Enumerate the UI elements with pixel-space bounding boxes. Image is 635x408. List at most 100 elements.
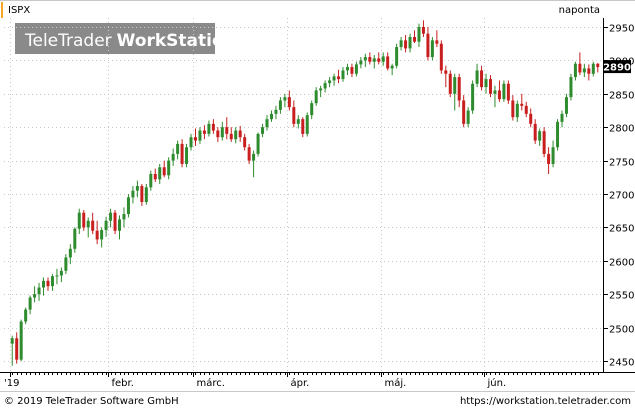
candle-body bbox=[144, 187, 148, 203]
y-tick-label: 2950 bbox=[609, 24, 634, 35]
candle bbox=[269, 110, 273, 122]
website-link[interactable]: https://workstation.teletrader.com bbox=[460, 396, 631, 407]
candle bbox=[193, 128, 197, 146]
candle bbox=[488, 75, 492, 98]
candle-body bbox=[252, 153, 256, 161]
candle-body bbox=[95, 230, 99, 240]
x-tick-label: '19 bbox=[4, 378, 19, 389]
candle-body bbox=[153, 173, 157, 180]
candle bbox=[100, 227, 104, 248]
accent-bar bbox=[1, 2, 3, 18]
candle-body bbox=[506, 83, 510, 101]
candle bbox=[189, 133, 193, 151]
candle-body bbox=[502, 83, 506, 100]
x-axis-ticks: '19 febr. márc. ápr. máj. jún. bbox=[4, 372, 599, 389]
candle-body bbox=[332, 76, 336, 81]
candle bbox=[444, 65, 448, 88]
candle-body bbox=[493, 90, 497, 94]
candle bbox=[86, 217, 90, 238]
y-tick-label: 2850 bbox=[609, 91, 634, 102]
x-tick-label: jún. bbox=[487, 377, 507, 389]
candle-body bbox=[480, 70, 484, 88]
candle bbox=[430, 37, 434, 61]
candle bbox=[46, 277, 50, 291]
candle-body bbox=[167, 160, 171, 176]
candle bbox=[91, 212, 95, 235]
candle-body bbox=[515, 103, 519, 118]
candle bbox=[234, 127, 238, 144]
y-tick-label: 2600 bbox=[609, 258, 634, 269]
candle bbox=[395, 43, 399, 69]
candle bbox=[135, 180, 139, 198]
candle bbox=[341, 67, 345, 82]
y-tick-label: 2550 bbox=[609, 291, 634, 302]
candle bbox=[453, 73, 457, 111]
candle-body bbox=[77, 212, 81, 229]
candle-body bbox=[421, 27, 425, 34]
candle bbox=[149, 170, 153, 191]
candle-body bbox=[247, 147, 251, 161]
candle-body bbox=[162, 167, 166, 176]
candle-body bbox=[126, 197, 130, 215]
candle bbox=[413, 30, 417, 44]
candle bbox=[573, 61, 577, 81]
candle bbox=[332, 73, 336, 86]
candle-body bbox=[131, 190, 135, 198]
candle bbox=[64, 254, 68, 275]
candle-body bbox=[453, 77, 457, 94]
candle-body bbox=[417, 27, 421, 42]
candle-body bbox=[578, 63, 582, 73]
candle-body bbox=[560, 113, 564, 122]
candle bbox=[390, 63, 394, 76]
candle-body bbox=[24, 309, 28, 322]
candle-body bbox=[314, 90, 318, 104]
candle bbox=[109, 208, 113, 228]
candle bbox=[511, 95, 515, 121]
candle bbox=[287, 90, 291, 111]
candle-body bbox=[573, 63, 577, 78]
candle-body bbox=[292, 107, 296, 124]
candle-body bbox=[533, 123, 537, 141]
candle bbox=[243, 133, 247, 151]
candle-body bbox=[225, 127, 229, 134]
candle-body bbox=[435, 40, 439, 44]
candle-body bbox=[176, 143, 180, 154]
candle-body bbox=[457, 77, 461, 101]
candle bbox=[180, 139, 184, 168]
candle-body bbox=[59, 270, 63, 276]
candle-body bbox=[15, 338, 19, 360]
candle-body bbox=[158, 167, 162, 180]
symbol-label[interactable]: ISPX bbox=[8, 5, 30, 16]
candle bbox=[225, 117, 229, 140]
period-label[interactable]: naponta bbox=[559, 5, 600, 16]
candle-body bbox=[256, 133, 260, 154]
candle bbox=[404, 35, 408, 53]
candle bbox=[274, 105, 278, 120]
candle bbox=[596, 63, 600, 73]
candle-body bbox=[265, 119, 269, 128]
candle-body bbox=[261, 127, 265, 134]
candle bbox=[520, 93, 524, 111]
x-tick-label: ápr. bbox=[291, 377, 310, 389]
candle bbox=[542, 127, 546, 158]
candle bbox=[502, 80, 506, 102]
candle bbox=[560, 110, 564, 128]
candle bbox=[381, 52, 385, 66]
candle bbox=[238, 125, 242, 142]
candle bbox=[207, 120, 211, 137]
last-value-marker: 2890 bbox=[603, 60, 631, 74]
x-tick-label: febr. bbox=[112, 378, 134, 389]
candle bbox=[587, 64, 591, 81]
candle-body bbox=[439, 43, 443, 71]
candle bbox=[198, 127, 202, 144]
candle-body bbox=[86, 220, 90, 228]
candle bbox=[50, 274, 54, 291]
candle-body bbox=[542, 131, 546, 154]
candle bbox=[556, 119, 560, 151]
candle-body bbox=[229, 133, 233, 140]
candle-body bbox=[408, 37, 412, 49]
watermark-brand: TeleTrader bbox=[24, 31, 112, 51]
candle-body bbox=[350, 67, 354, 74]
candle-body bbox=[354, 64, 358, 74]
